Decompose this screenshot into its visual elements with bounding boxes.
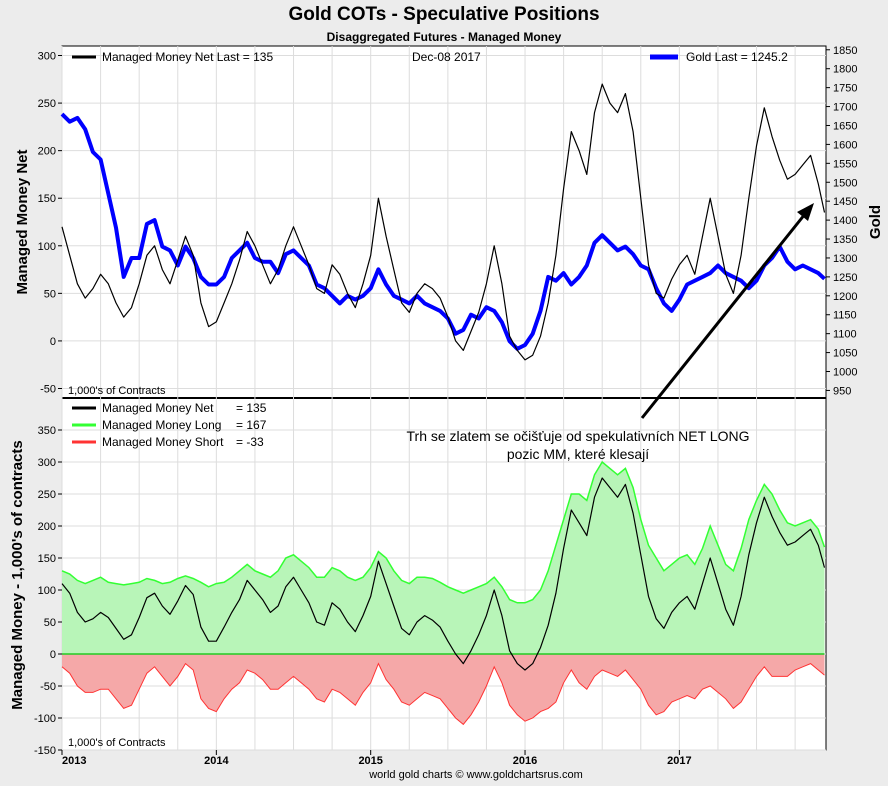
top-plot-area bbox=[61, 45, 827, 399]
chart-subtitle: Disaggregated Futures - Managed Money bbox=[326, 30, 562, 44]
legend-net2-label: Managed Money Net bbox=[102, 401, 214, 415]
bottom-ytick-label: 0 bbox=[50, 649, 56, 661]
top-ytick-label: 150 bbox=[38, 193, 56, 205]
top-y2tick-label: 1600 bbox=[833, 139, 857, 151]
bottom-ytick-label: 350 bbox=[38, 425, 56, 437]
top-y2tick-label: 1400 bbox=[833, 215, 857, 227]
top-y2tick-label: 1150 bbox=[833, 310, 857, 322]
chart-title: Gold COTs - Speculative Positions bbox=[288, 4, 600, 25]
managed-money-net-line bbox=[61, 83, 826, 361]
bottom-ytick-label: 250 bbox=[38, 489, 56, 501]
legend-short-value: = -33 bbox=[236, 435, 264, 449]
bottom-left-axis: -150 -100 -50 0 50 100 150 200 250 300 350 bbox=[34, 425, 62, 757]
xtick-label: 2013 bbox=[62, 755, 86, 767]
top-series-group bbox=[60, 83, 826, 361]
legend-short-label: Managed Money Short bbox=[102, 435, 224, 449]
annotation-line-2: pozic MM, které klesají bbox=[507, 446, 649, 462]
bottom-ytick-label: 50 bbox=[44, 617, 56, 629]
gold-price-line bbox=[60, 112, 826, 351]
short-area-fill bbox=[62, 654, 825, 725]
top-y2-axis-title: Gold bbox=[867, 205, 884, 239]
annotation-arrow-head bbox=[797, 203, 814, 221]
footer-credit: world gold charts © www.goldchartsrus.co… bbox=[368, 769, 583, 781]
top-ytick-label: 300 bbox=[38, 51, 56, 63]
top-y2tick-label: 1200 bbox=[833, 291, 857, 303]
top-y2tick-label: 1850 bbox=[833, 45, 857, 57]
legend-long-value: = 167 bbox=[236, 418, 267, 432]
top-grid bbox=[61, 46, 826, 398]
long-line bbox=[61, 460, 826, 604]
xtick-label: 2015 bbox=[358, 755, 382, 767]
top-y2tick-label: 1250 bbox=[833, 272, 857, 284]
top-ytick-label: 250 bbox=[38, 98, 56, 110]
top-y2tick-label: 1500 bbox=[833, 177, 857, 189]
legend-net2-value: = 135 bbox=[236, 401, 267, 415]
top-y2tick-label: 1800 bbox=[833, 64, 857, 76]
bottom-y-axis-title: Managed Money - 1,000's of contracts bbox=[9, 440, 26, 709]
top-y-axis-title: Managed Money Net bbox=[14, 149, 31, 294]
top-y2tick-label: 1050 bbox=[833, 348, 857, 360]
long-area-fill bbox=[62, 462, 825, 654]
bottom-ytick-label: 150 bbox=[38, 553, 56, 565]
top-y2tick-label: 1650 bbox=[833, 120, 857, 132]
top-left-axis: -50 0 50 100 150 200 250 300 bbox=[38, 51, 62, 395]
xtick-label: 2017 bbox=[667, 755, 691, 767]
bottom-series-group bbox=[61, 460, 826, 726]
bottom-units-note: 1,000's of Contracts bbox=[68, 737, 166, 749]
top-ytick-label: 0 bbox=[50, 336, 56, 348]
bottom-ytick-label: 200 bbox=[38, 521, 56, 533]
bottom-ytick-label: -100 bbox=[34, 713, 56, 725]
x-axis: 2013 2014 2015 2016 2017 bbox=[61, 750, 692, 767]
top-y2tick-label: 1300 bbox=[833, 253, 857, 265]
top-ytick-label: 200 bbox=[38, 146, 56, 158]
legend-date-label: Dec-08 2017 bbox=[412, 50, 481, 64]
xtick-label: 2014 bbox=[204, 755, 229, 767]
legend-net-label: Managed Money Net Last = 135 bbox=[102, 50, 273, 64]
bottom-ytick-label: -150 bbox=[34, 745, 56, 757]
net-line-bottom bbox=[61, 477, 826, 671]
top-units-note: 1,000's of Contracts bbox=[68, 385, 166, 397]
top-y2tick-label: 1000 bbox=[833, 367, 857, 379]
top-ytick-label: -50 bbox=[40, 383, 56, 395]
top-y2tick-label: 1350 bbox=[833, 234, 857, 246]
top-y2tick-label: 1700 bbox=[833, 102, 857, 114]
annotation-line-1: Trh se zlatem se očišťuje od spekulativn… bbox=[407, 428, 750, 444]
legend-gold-label: Gold Last = 1245.2 bbox=[686, 50, 788, 64]
bottom-ytick-label: 100 bbox=[38, 585, 56, 597]
top-ytick-label: 50 bbox=[44, 288, 56, 300]
top-y2tick-label: 1100 bbox=[833, 329, 857, 341]
top-ytick-label: 100 bbox=[38, 241, 56, 253]
xtick-label: 2016 bbox=[513, 755, 537, 767]
short-line bbox=[61, 662, 825, 726]
legend-long-label: Managed Money Long bbox=[102, 418, 221, 432]
top-y2tick-label: 950 bbox=[833, 385, 851, 397]
top-y2tick-label: 1550 bbox=[833, 158, 857, 170]
bottom-ytick-label: -50 bbox=[40, 681, 56, 693]
top-right-axis: 950 1000 1050 1100 1150 1200 1250 1300 1350 1400 1… bbox=[826, 45, 857, 397]
top-y2tick-label: 1750 bbox=[833, 83, 857, 95]
annotation-arrow-shaft bbox=[640, 213, 807, 419]
top-y2tick-label: 1450 bbox=[833, 196, 857, 208]
bottom-ytick-label: 300 bbox=[38, 457, 56, 469]
